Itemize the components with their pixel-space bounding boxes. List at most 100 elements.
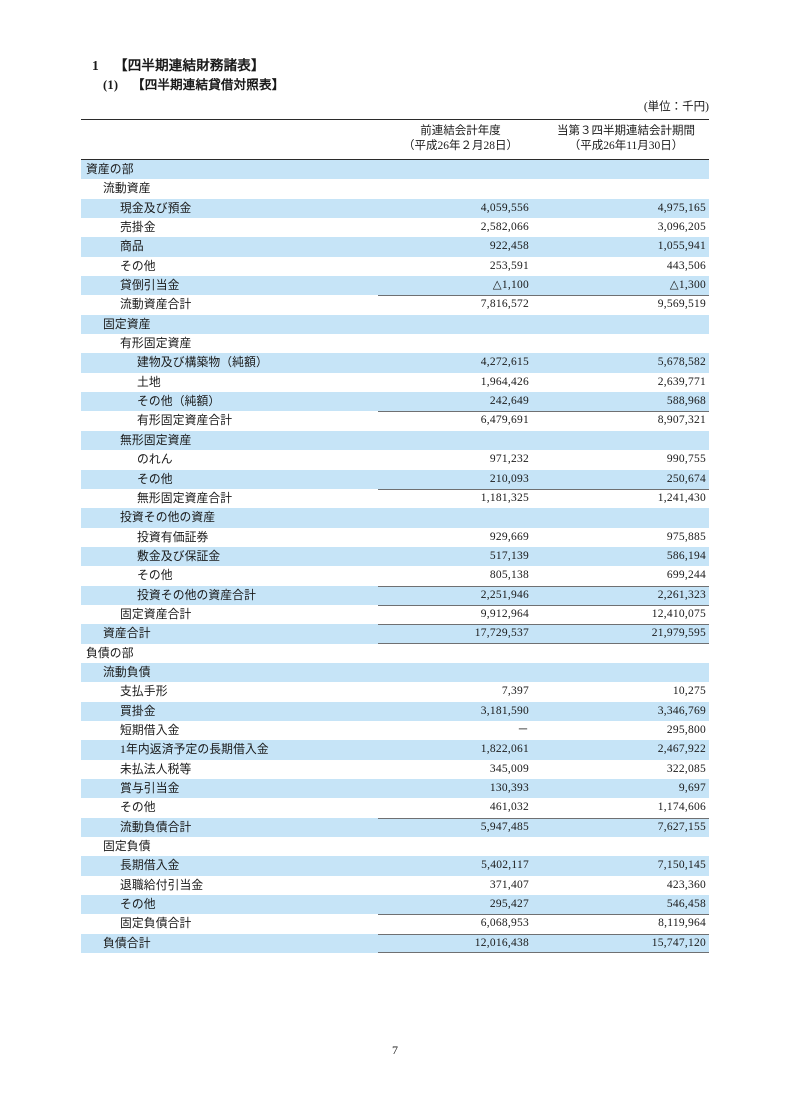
row-label: その他（純額）	[81, 392, 378, 412]
table-row: 無形固定資産合計 1,181,325 1,241,430	[81, 489, 709, 508]
header-current-period: 当第３四半期連結会計期間 （平成26年11月30日）	[543, 120, 709, 160]
row-label: その他	[137, 568, 173, 583]
row-value-previous: 242,649	[378, 392, 543, 412]
row-label: 投資その他の資産合計	[81, 585, 378, 605]
row-value-previous: 345,009	[489, 762, 529, 775]
table-row: 資産合計 17,729,537 21,979,595	[81, 624, 709, 644]
row-label: のれん	[137, 452, 173, 467]
heading-block: 1 【四半期連結財務諸表】 (1) 【四半期連結貸借対照表】	[0, 56, 790, 95]
row-value-current: 5,678,582	[543, 353, 709, 373]
row-label: 退職給付引当金	[120, 877, 204, 892]
row-value-current: 699,244	[666, 569, 706, 582]
row-value-current: 8,907,321	[543, 411, 709, 430]
table-row: 未払法人税等 345,009 322,085	[81, 760, 709, 779]
unit-note: (単位：千円)	[643, 101, 709, 113]
subsection-heading: (1) 【四半期連結貸借対照表】	[0, 76, 790, 95]
row-label: その他	[120, 800, 156, 815]
row-value-previous: 3,181,590	[378, 701, 543, 721]
table-row: 短期借入金 － 295,800	[81, 721, 709, 740]
row-value-previous: 4,059,556	[378, 198, 543, 219]
table-row: 資産の部	[81, 159, 709, 180]
row-label: 固定資産合計	[120, 606, 192, 621]
table-row: 貸倒引当金 △1,100 △1,300	[81, 276, 709, 296]
row-value-current: 1,174,606	[657, 801, 706, 814]
table-row: 売掛金 2,582,066 3,096,205	[81, 218, 709, 237]
table-row: 流動負債	[81, 662, 709, 683]
row-value-previous	[378, 837, 543, 856]
table-row: のれん 971,232 990,755	[81, 450, 709, 469]
row-label: 売掛金	[120, 220, 156, 235]
table-row: その他 805,138 699,244	[81, 566, 709, 585]
table-row: 賞与引当金 130,393 9,697	[81, 779, 709, 799]
table-row: 流動資産合計 7,816,572 9,569,519	[81, 295, 709, 314]
row-label: 未払法人税等	[120, 761, 192, 776]
row-value-current	[543, 334, 709, 353]
row-label: 賞与引当金	[81, 779, 378, 799]
row-label: 資産合計	[81, 624, 378, 644]
row-value-previous: 971,232	[489, 453, 529, 466]
row-value-previous	[378, 508, 543, 528]
row-value-previous: 253,591	[489, 259, 529, 272]
row-value-current: 9,697	[543, 779, 709, 799]
row-value-current	[543, 837, 709, 856]
row-label: 無形固定資産	[81, 430, 378, 451]
row-value-current: 2,639,771	[657, 375, 706, 388]
row-value-current	[543, 314, 709, 335]
row-label: 流動資産	[103, 181, 151, 196]
row-value-previous: 1,181,325	[378, 489, 543, 508]
row-value-previous: 922,458	[378, 237, 543, 257]
row-value-current	[543, 159, 709, 180]
row-value-previous: 12,016,438	[378, 933, 543, 954]
table-row: 投資有価証券 929,669 975,885	[81, 528, 709, 547]
row-label: 流動負債合計	[81, 817, 378, 838]
row-label: 1年内返済予定の長期借入金	[81, 740, 378, 760]
table-row: 建物及び構築物（純額） 4,272,615 5,678,582	[81, 353, 709, 373]
table-row: 流動負債合計 5,947,485 7,627,155	[81, 817, 709, 838]
table-row: 流動資産	[81, 179, 709, 198]
row-value-current: 295,800	[666, 723, 706, 736]
header-previous-period: 前連結会計年度 （平成26年２月28日）	[378, 120, 543, 160]
row-label: 負債合計	[81, 933, 378, 954]
row-label: 有形固定資産合計	[137, 413, 233, 428]
row-label: その他	[81, 895, 378, 915]
row-value-current	[543, 179, 709, 198]
row-value-previous	[378, 334, 543, 353]
row-value-previous: 7,816,572	[378, 295, 543, 314]
table-row: その他 253,591 443,506	[81, 257, 709, 276]
row-value-previous: 210,093	[378, 469, 543, 489]
table-row: その他 210,093 250,674	[81, 469, 709, 489]
row-label: 無形固定資産合計	[137, 490, 233, 505]
row-value-current: 975,885	[666, 530, 706, 543]
table-row: 1年内返済予定の長期借入金 1,822,061 2,467,922	[81, 740, 709, 760]
row-value-current: 8,119,964	[543, 914, 709, 933]
row-value-previous: －	[517, 723, 529, 736]
row-label: 投資有価証券	[137, 529, 209, 544]
row-value-current: 12,410,075	[543, 605, 709, 624]
table-row: その他 295,427 546,458	[81, 895, 709, 915]
row-value-previous: 461,032	[489, 801, 529, 814]
row-label: 敷金及び保証金	[81, 546, 378, 567]
row-value-current	[543, 662, 709, 683]
row-value-current: 588,968	[543, 392, 709, 412]
row-label: 短期借入金	[120, 722, 180, 737]
table-row: 固定負債合計 6,068,953 8,119,964	[81, 914, 709, 933]
row-value-previous: △1,100	[378, 276, 543, 296]
row-value-current: △1,300	[543, 276, 709, 296]
row-label: 買掛金	[81, 701, 378, 721]
row-label: その他	[120, 258, 156, 273]
row-value-current: 9,569,519	[543, 295, 709, 314]
row-value-previous: 7,397	[501, 685, 529, 698]
row-value-previous: 1,822,061	[378, 740, 543, 760]
page-number: 7	[392, 1043, 398, 1057]
row-label: 固定資産	[81, 314, 378, 335]
row-value-previous: 17,729,537	[378, 624, 543, 644]
section-heading: 1 【四半期連結財務諸表】	[0, 56, 790, 76]
row-value-previous: 517,139	[378, 546, 543, 567]
row-label: 現金及び預金	[81, 198, 378, 219]
table-header-row: 前連結会計年度 （平成26年２月28日） 当第３四半期連結会計期間 （平成26年…	[81, 120, 709, 160]
table-header: 前連結会計年度 （平成26年２月28日） 当第３四半期連結会計期間 （平成26年…	[81, 119, 709, 160]
table-row: その他 461,032 1,174,606	[81, 798, 709, 817]
row-label: 流動資産合計	[120, 297, 192, 312]
table-body: 資産の部 流動資産 現金及び預金 4,059,556 4,975,165 売掛金 2,582…	[81, 159, 709, 954]
row-value-current: 546,458	[543, 895, 709, 915]
